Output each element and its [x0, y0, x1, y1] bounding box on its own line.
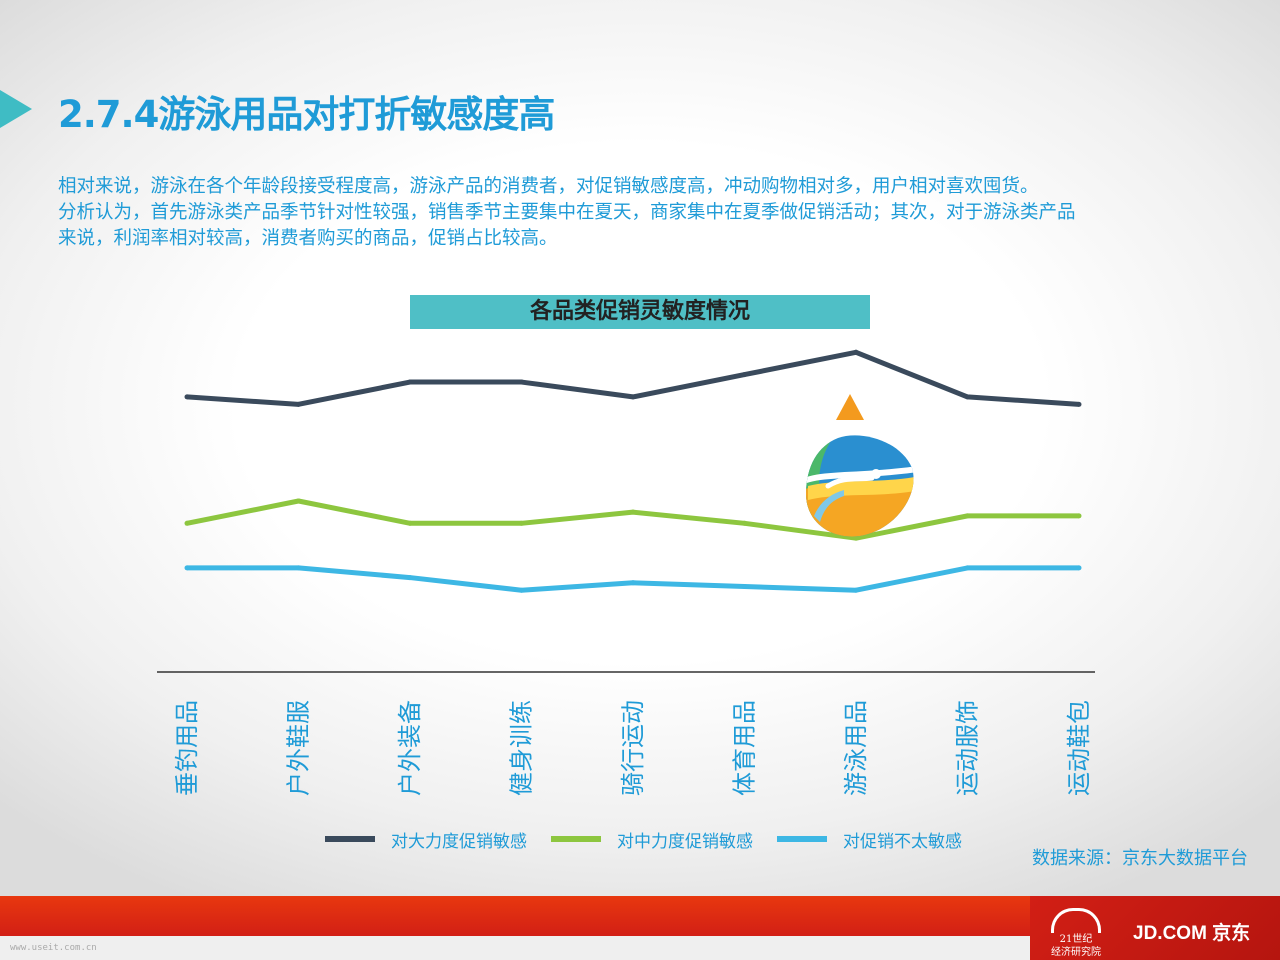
- data-point: [184, 520, 190, 526]
- data-point: [407, 379, 413, 385]
- data-point: [519, 587, 524, 593]
- legend-item: 对促销不太敏感: [777, 827, 962, 852]
- description: 相对来说，游泳在各个年龄段接受程度高，游泳产品的消费者，对促销敏感度高，冲动购物…: [58, 174, 1248, 252]
- data-point: [742, 372, 747, 378]
- data-point: [1076, 513, 1082, 519]
- x-tick-label: 体育用品: [731, 700, 759, 796]
- legend-swatch: [551, 836, 601, 842]
- description-line: 来说，利润率相对较高，消费者购买的商品，促销占比较高。: [58, 228, 558, 249]
- data-point: [630, 394, 636, 400]
- legend-swatch: [325, 836, 375, 842]
- series-line-2: [187, 565, 1079, 593]
- chart-title: 各品类促销灵敏度情况: [410, 295, 870, 329]
- x-tick-label: 垂钓用品: [173, 700, 201, 796]
- swimming-drop-icon: [806, 394, 914, 537]
- x-tick-label: 骑行运动: [619, 700, 647, 796]
- data-point: [965, 513, 970, 519]
- data-point: [1076, 401, 1082, 407]
- jd-logo: JD.COM 京东: [1133, 923, 1251, 944]
- watermark: www.useit.com.cn: [10, 943, 97, 953]
- data-point: [742, 584, 747, 589]
- x-tick-label: 户外鞋服: [285, 700, 313, 796]
- x-tick-label: 健身训练: [508, 700, 536, 796]
- x-tick-label: 游泳用品: [842, 700, 870, 796]
- data-point: [184, 565, 190, 571]
- legend-label: 对促销不太敏感: [843, 831, 962, 852]
- legend-label: 对中力度促销敏感: [617, 831, 753, 852]
- data-point: [407, 575, 413, 581]
- series-line-1: [186, 498, 1079, 541]
- legend-label: 对大力度促销敏感: [391, 831, 527, 852]
- data-point: [742, 520, 747, 526]
- logo-21-line2: 经济研究院: [1051, 947, 1101, 958]
- data-point: [1076, 565, 1082, 571]
- legend-item: 对中力度促销敏感: [551, 827, 753, 852]
- legend-item: 对大力度促销敏感: [325, 827, 527, 852]
- chart-legend: 对大力度促销敏感 对中力度促销敏感 对促销不太敏感: [325, 826, 986, 852]
- x-tick-label: 运动服饰: [954, 700, 982, 796]
- description-line: 分析认为，首先游泳类产品季节针对性较强，销售季节主要集中在夏天，商家集中在夏季做…: [58, 202, 1076, 223]
- data-point: [965, 565, 970, 571]
- data-point: [184, 394, 190, 400]
- data-source: 数据来源：京东大数据平台: [1032, 848, 1248, 869]
- data-point: [965, 394, 970, 400]
- legend-swatch: [777, 836, 827, 842]
- data-point: [519, 520, 524, 526]
- data-point: [853, 349, 859, 355]
- data-point: [853, 535, 859, 541]
- logo-ring: [1051, 908, 1101, 933]
- data-point: [630, 580, 636, 586]
- x-tick-label: 户外装备: [396, 700, 424, 796]
- data-point: [630, 509, 636, 515]
- logo-21-line1: 21世纪: [1059, 934, 1093, 945]
- data-point: [407, 520, 413, 526]
- title-marker: [0, 90, 32, 128]
- data-point: [296, 401, 301, 407]
- data-point: [853, 587, 859, 593]
- data-point: [296, 565, 301, 571]
- page-title: 2.7.4游泳用品对打折敏感度高: [58, 93, 555, 136]
- description-line: 相对来说，游泳在各个年龄段接受程度高，游泳产品的消费者，对促销敏感度高，冲动购物…: [58, 176, 1039, 197]
- x-tick-label: 运动鞋包: [1065, 700, 1093, 796]
- data-point: [519, 379, 524, 385]
- data-point: [296, 498, 301, 504]
- orange-triangle-marker: [836, 394, 864, 420]
- 21st-century-logo: 21世纪 经济研究院: [1046, 908, 1106, 958]
